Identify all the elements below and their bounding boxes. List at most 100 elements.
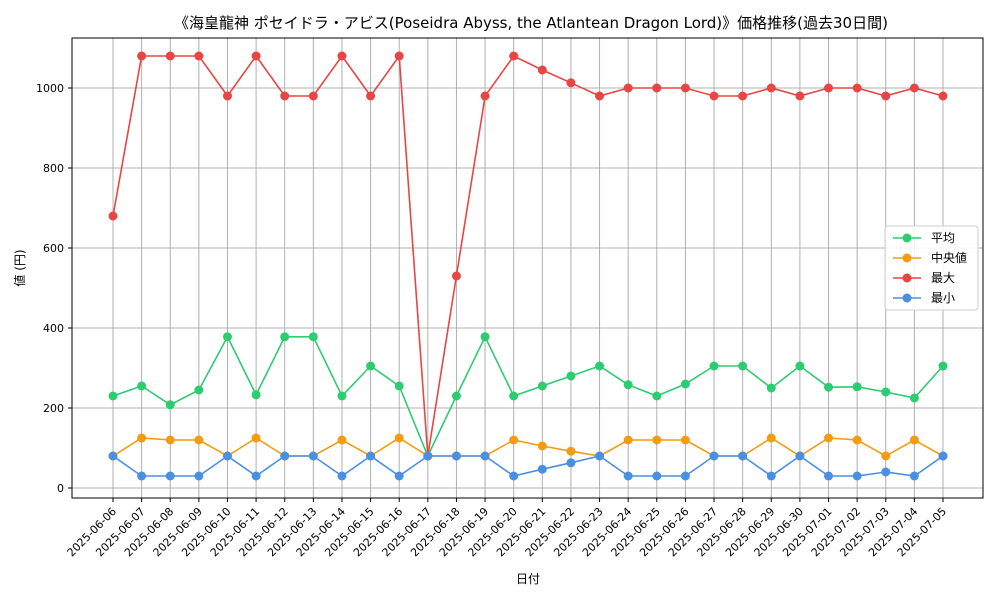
data-point	[881, 467, 891, 477]
x-axis-label: 日付	[516, 572, 540, 586]
data-point	[766, 383, 776, 393]
series-line	[112, 455, 944, 477]
legend-label: 平均	[931, 231, 955, 245]
series-line	[112, 437, 944, 457]
legend-marker	[902, 253, 912, 263]
data-point	[938, 361, 948, 371]
data-point	[709, 361, 719, 371]
data-point	[137, 381, 147, 391]
data-point	[595, 361, 605, 371]
data-point	[423, 451, 433, 461]
data-point	[881, 451, 891, 461]
data-point	[537, 441, 547, 451]
data-point	[766, 433, 776, 443]
data-point	[509, 435, 519, 445]
data-point	[795, 451, 805, 461]
legend-label: 最大	[931, 271, 955, 285]
data-point	[337, 471, 347, 481]
data-point	[566, 458, 576, 468]
data-point	[566, 371, 576, 381]
data-point	[108, 211, 118, 221]
data-point	[509, 51, 519, 61]
series-line	[112, 334, 944, 458]
data-point	[451, 451, 461, 461]
series-line	[112, 53, 944, 457]
data-point	[909, 471, 919, 481]
data-point	[766, 471, 776, 481]
series-group	[108, 51, 948, 481]
data-point	[366, 91, 376, 101]
data-point	[680, 83, 690, 93]
data-point	[537, 65, 547, 75]
data-point	[394, 381, 404, 391]
data-point	[165, 471, 175, 481]
data-point	[451, 271, 461, 281]
data-point	[824, 433, 834, 443]
data-point	[251, 471, 261, 481]
data-point	[222, 91, 232, 101]
data-point	[194, 51, 204, 61]
data-point	[881, 387, 891, 397]
data-point	[595, 451, 605, 461]
data-point	[623, 83, 633, 93]
data-point	[480, 91, 490, 101]
data-point	[308, 332, 318, 342]
y-tick-label: 600	[43, 242, 64, 255]
data-point	[337, 51, 347, 61]
data-point	[709, 451, 719, 461]
data-point	[680, 435, 690, 445]
data-point	[366, 361, 376, 371]
data-point	[938, 451, 948, 461]
data-point	[652, 471, 662, 481]
data-point	[280, 451, 290, 461]
data-point	[938, 91, 948, 101]
y-tick-label: 400	[43, 322, 64, 335]
data-point	[852, 382, 862, 392]
y-tick-label: 1000	[36, 82, 64, 95]
data-point	[137, 433, 147, 443]
series-0	[108, 332, 948, 461]
data-point	[137, 51, 147, 61]
data-point	[709, 91, 719, 101]
data-point	[623, 380, 633, 390]
data-point	[566, 446, 576, 456]
y-tick-label: 800	[43, 162, 64, 175]
data-point	[194, 471, 204, 481]
data-point	[222, 451, 232, 461]
plot-area-frame	[71, 37, 984, 499]
data-point	[337, 391, 347, 401]
data-point	[623, 435, 633, 445]
data-point	[137, 471, 147, 481]
data-point	[280, 332, 290, 342]
legend-marker	[902, 273, 912, 283]
data-point	[165, 400, 175, 410]
data-point	[795, 361, 805, 371]
data-point	[881, 91, 891, 101]
data-point	[251, 51, 261, 61]
data-point	[738, 451, 748, 461]
data-point	[766, 83, 776, 93]
data-point	[824, 471, 834, 481]
data-point	[824, 83, 834, 93]
legend-label: 最小	[931, 291, 955, 305]
data-point	[480, 451, 490, 461]
data-point	[394, 471, 404, 481]
data-point	[480, 332, 490, 342]
data-point	[280, 91, 290, 101]
data-point	[566, 78, 576, 88]
data-point	[795, 91, 805, 101]
data-point	[394, 51, 404, 61]
data-point	[394, 433, 404, 443]
data-point	[652, 83, 662, 93]
data-point	[852, 83, 862, 93]
data-point	[366, 451, 376, 461]
data-point	[308, 91, 318, 101]
data-point	[909, 393, 919, 403]
series-2	[108, 51, 948, 461]
data-point	[194, 385, 204, 395]
data-point	[108, 391, 118, 401]
data-point	[852, 435, 862, 445]
data-point	[251, 390, 261, 400]
